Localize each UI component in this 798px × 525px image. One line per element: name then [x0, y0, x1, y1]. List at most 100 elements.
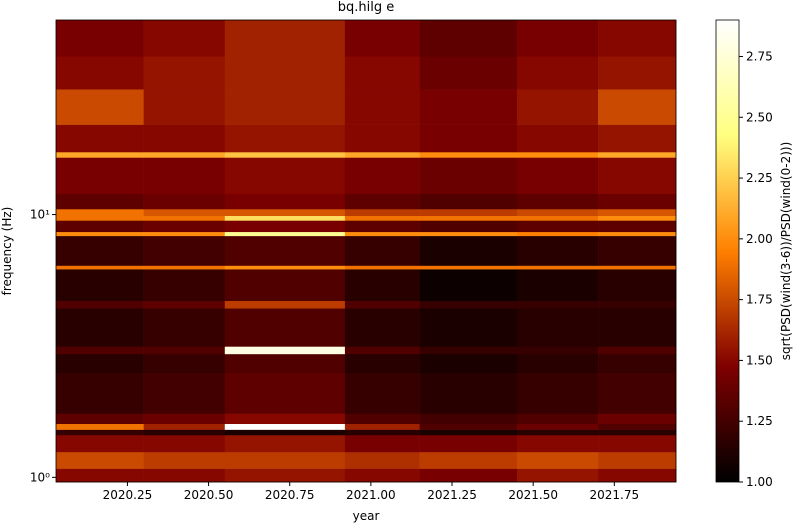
heatmap-cell: [56, 269, 144, 302]
heatmap-cell: [56, 152, 144, 158]
heatmap-cell: [419, 429, 518, 436]
heatmap-cell: [419, 215, 518, 221]
heatmap-cell: [516, 235, 599, 266]
heatmap-cell: [344, 451, 420, 469]
heatmap-cell: [143, 468, 226, 483]
heatmap-cell: [143, 451, 226, 469]
heatmap-cell: [344, 89, 420, 125]
heatmap-cell: [224, 235, 346, 266]
heatmap-cell: [419, 423, 518, 430]
x-tick-label: 2021.75: [590, 488, 640, 502]
heatmap-cell: [598, 215, 677, 221]
heatmap-cell: [56, 193, 144, 210]
heatmap-cell: [419, 468, 518, 483]
heatmap-cell: [419, 208, 518, 217]
heatmap-cell: [224, 231, 346, 237]
heatmap-cell: [419, 157, 518, 195]
heatmap-cell: [224, 220, 346, 233]
heatmap-cell: [344, 56, 420, 90]
heatmap-cell: [344, 353, 420, 374]
heatmap-cell: [56, 468, 144, 483]
colorbar-tick-label: 1.25: [746, 414, 773, 428]
heatmap-cell: [56, 265, 144, 270]
heatmap-cell: [344, 429, 420, 436]
heatmap-cell: [143, 157, 226, 195]
heatmap-cell: [516, 215, 599, 221]
heatmap-cell: [56, 434, 144, 453]
heatmap-cell: [516, 89, 599, 125]
heatmap-cell: [143, 215, 226, 221]
heatmap-cell: [224, 346, 346, 355]
x-tick-label: 2021.50: [508, 488, 558, 502]
heatmap-cell: [516, 353, 599, 374]
heatmap-cell: [344, 220, 420, 233]
heatmap-cell: [516, 269, 599, 302]
heatmap-cell: [344, 124, 420, 153]
heatmap-cell: [598, 372, 677, 414]
heatmap-cell: [516, 300, 599, 309]
heatmap-cell: [143, 220, 226, 233]
heatmap-cell: [143, 353, 226, 374]
heatmap-cell: [344, 208, 420, 217]
heatmap-cell: [56, 215, 144, 221]
heatmap-cell: [224, 269, 346, 302]
heatmap-cell: [344, 434, 420, 453]
heatmap-cell: [598, 423, 677, 430]
heatmap-cell: [143, 269, 226, 302]
heatmap-cell: [224, 300, 346, 309]
heatmap-cell: [344, 265, 420, 270]
heatmap-cell: [344, 413, 420, 425]
heatmap-cell: [419, 56, 518, 90]
heatmap-cell: [344, 346, 420, 355]
heatmap-cell: [419, 220, 518, 233]
heatmap-cell: [419, 124, 518, 153]
heatmap-cell: [598, 269, 677, 302]
heatmap-cell: [516, 231, 599, 237]
heatmap-cell: [516, 413, 599, 425]
heatmap-cell: [419, 20, 518, 57]
heatmap-cell: [56, 157, 144, 195]
heatmap-cell: [598, 231, 677, 237]
x-tick-label: 2020.50: [184, 488, 234, 502]
heatmap-cell: [598, 308, 677, 347]
heatmap-cell: [598, 235, 677, 266]
heatmap-cell: [344, 193, 420, 210]
y-axis-label: frequency (Hz): [0, 207, 14, 296]
heatmap-cell: [516, 20, 599, 57]
heatmap-cell: [598, 208, 677, 217]
heatmap-cell: [143, 124, 226, 153]
heatmap-cell: [143, 89, 226, 125]
heatmap-cell: [598, 56, 677, 90]
heatmap-cell: [344, 157, 420, 195]
heatmap-cell: [224, 124, 346, 153]
heatmap-cell: [598, 157, 677, 195]
x-tick-label: 2020.75: [265, 488, 315, 502]
heatmap-cell: [419, 300, 518, 309]
heatmap-cell: [56, 413, 144, 425]
heatmap-cell: [516, 56, 599, 90]
heatmap-cell: [224, 193, 346, 210]
heatmap-cell: [56, 56, 144, 90]
heatmap-cell: [56, 235, 144, 266]
heatmap-cell: [143, 423, 226, 430]
heatmap-cell: [419, 372, 518, 414]
heatmap-cell: [143, 346, 226, 355]
heatmap-cell: [598, 20, 677, 57]
heatmap-cell: [56, 451, 144, 469]
heatmap-cell: [419, 193, 518, 210]
heatmap-cell: [224, 451, 346, 469]
heatmap-cell: [419, 89, 518, 125]
heatmap-cell: [419, 269, 518, 302]
heatmap-cell: [56, 124, 144, 153]
heatmap-cell: [516, 468, 599, 483]
heatmap-cell: [344, 300, 420, 309]
heatmap-cell: [224, 208, 346, 217]
chart-title: bq.hilg e: [338, 0, 394, 15]
heatmap-cell: [224, 157, 346, 195]
heatmap-cell: [224, 468, 346, 483]
colorbar-tick-label: 1.00: [746, 475, 773, 489]
heatmap-cell: [516, 157, 599, 195]
heatmap-cell: [598, 413, 677, 425]
heatmap-cell: [516, 434, 599, 453]
heatmap-cell: [598, 265, 677, 270]
